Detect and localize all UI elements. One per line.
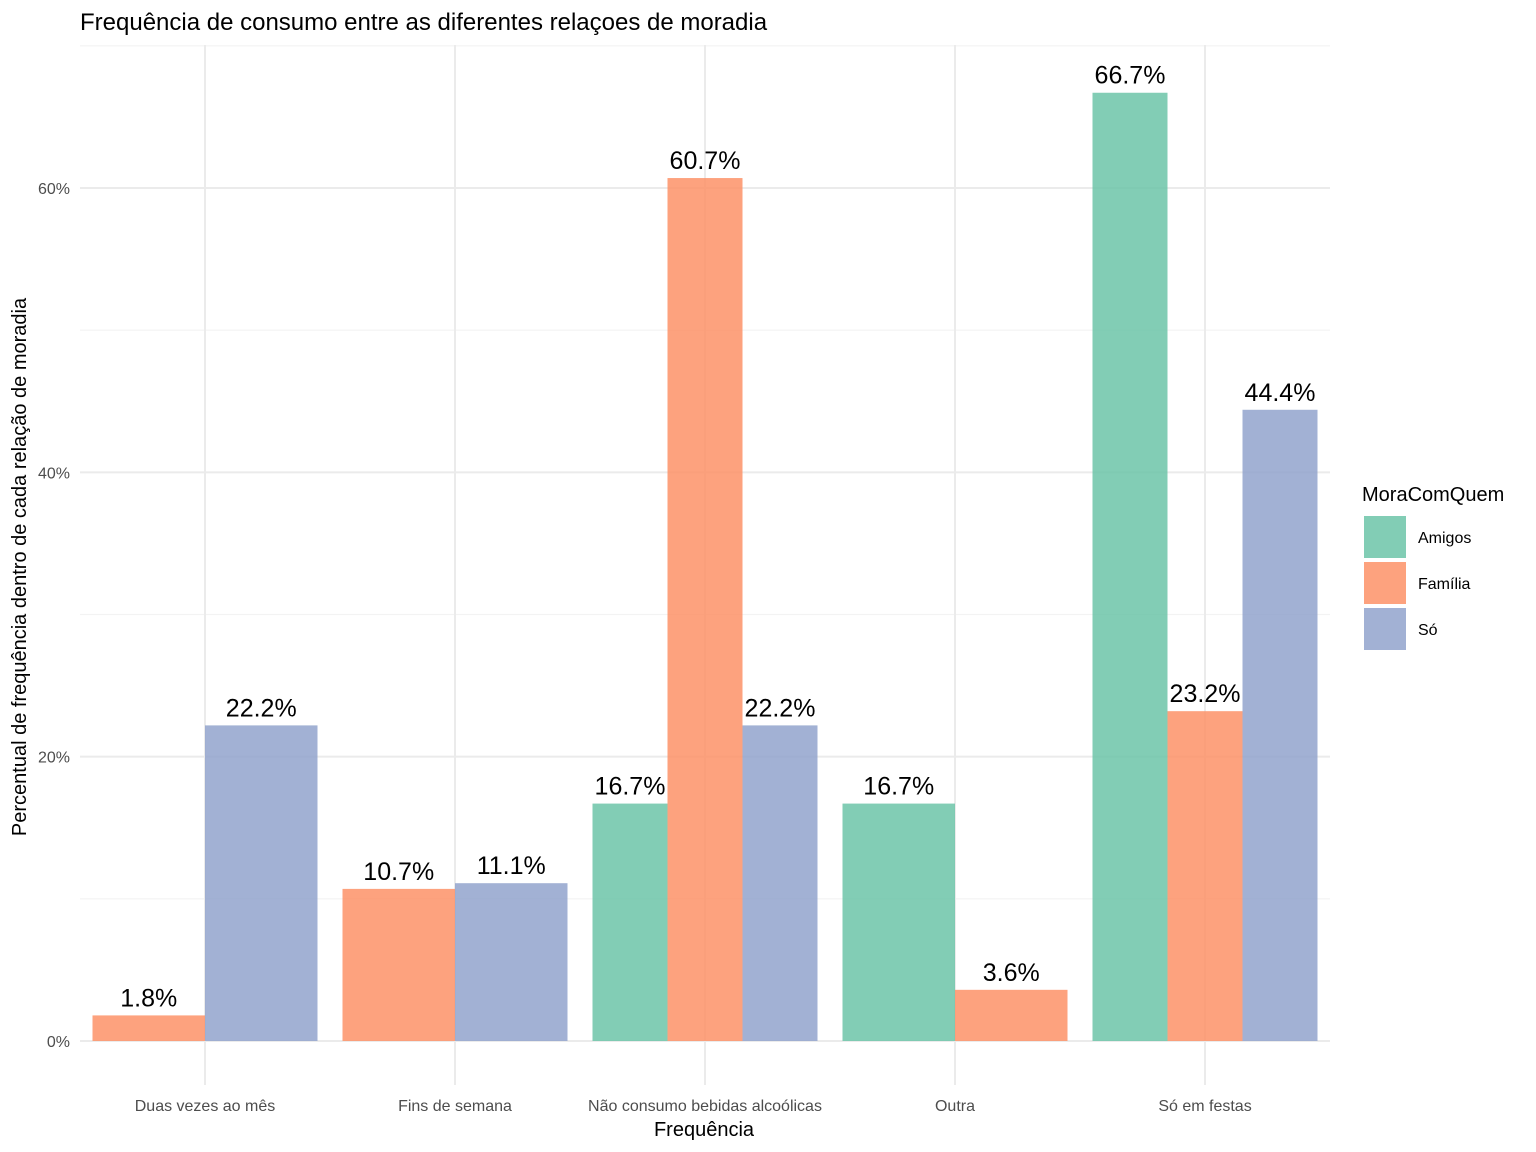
bar-amigos [592, 803, 668, 1041]
y-tick-label: 40% [38, 465, 70, 482]
y-tick-label: 0% [47, 1034, 70, 1051]
bar-fam-lia [92, 1015, 205, 1041]
bar-data-label: 10.7% [363, 858, 434, 886]
bar-amigos [1092, 92, 1168, 1041]
legend-label: Amigos [1418, 530, 1471, 547]
bar-s- [742, 725, 818, 1041]
bar-labels: 1.8% 22.2% 10.7% 11.1% 16.7% 60.7% 22.2% 16.7% 3… [120, 62, 1315, 1013]
legend-label: Só [1418, 622, 1438, 639]
y-axis-ticks: 0% 20% 40% 60% [38, 181, 70, 1051]
bar-fam-lia [955, 989, 1068, 1041]
legend-key-s- [1364, 608, 1406, 650]
legend-label: Família [1418, 576, 1471, 593]
chart-title: Frequência de consumo entre as diferente… [80, 9, 768, 36]
bar-data-label: 3.6% [983, 959, 1040, 987]
x-axis-ticks: Duas vezes ao mês Fins de semana Não consu… [135, 1098, 1252, 1115]
legend-title: MoraComQuem [1362, 484, 1504, 506]
x-axis-title: Frequência [654, 1119, 755, 1141]
bar-data-label: 22.2% [226, 694, 297, 722]
legend: MoraComQuem Amigos Família Só [1362, 484, 1504, 650]
bar-data-label: 23.2% [1170, 680, 1241, 708]
x-tick-label: Só em festas [1158, 1098, 1251, 1115]
bar-amigos [842, 803, 955, 1041]
bar-s- [1242, 409, 1318, 1041]
y-tick-label: 20% [38, 750, 70, 767]
bar-data-label: 22.2% [745, 694, 816, 722]
legend-key-amigos [1364, 516, 1406, 558]
legend-key-fam-lia [1364, 562, 1406, 604]
x-tick-label: Fins de semana [398, 1098, 512, 1115]
bar-data-label: 66.7% [1095, 62, 1166, 90]
bar-fam-lia [1167, 711, 1243, 1041]
bars [92, 92, 1318, 1041]
y-tick-label: 60% [38, 181, 70, 198]
bar-fam-lia [667, 178, 743, 1041]
bar-s- [455, 883, 568, 1041]
x-tick-label: Outra [935, 1098, 975, 1115]
x-tick-label: Duas vezes ao mês [135, 1098, 276, 1115]
bar-fam-lia [342, 888, 455, 1041]
bar-data-label: 16.7% [863, 773, 934, 801]
bar-data-label: 16.7% [595, 773, 666, 801]
bar-s- [205, 725, 318, 1041]
bar-data-label: 11.1% [477, 852, 546, 880]
bar-data-label: 44.4% [1245, 379, 1316, 407]
x-tick-label: Não consumo bebidas alcoólicas [588, 1098, 822, 1115]
bar-data-label: 60.7% [670, 147, 741, 175]
y-axis-title: Percentual de frequência dentro de cada … [9, 297, 31, 836]
bar-data-label: 1.8% [120, 984, 177, 1012]
